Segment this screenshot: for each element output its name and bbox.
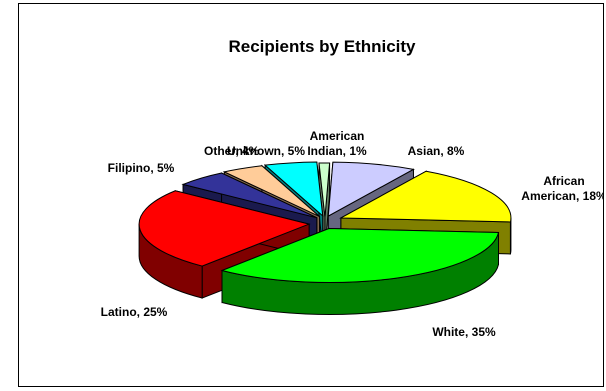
slice-label-asian: Asian, 8% (408, 144, 465, 158)
chart-area: Recipients by Ethnicity American Indian, … (18, 3, 604, 387)
slice-label-unknown: Unknown, 5% (227, 144, 305, 158)
slice-label-white: White, 35% (432, 325, 496, 339)
pie-chart: Recipients by Ethnicity American Indian, … (101, 37, 604, 339)
slice-label-latino: Latino, 25% (101, 305, 168, 319)
slice-label-other: Other, 4% (204, 144, 260, 158)
pie-slice-white (220, 227, 500, 316)
chart-title: Recipients by Ethnicity (228, 37, 416, 56)
slice-label-african-american: African American, 18% (521, 174, 604, 203)
slice-label-filipino: Filipino, 5% (108, 161, 175, 175)
pie-slice-american-indian (318, 162, 331, 250)
slice-label-american-indian: American Indian, 1% (307, 129, 367, 158)
